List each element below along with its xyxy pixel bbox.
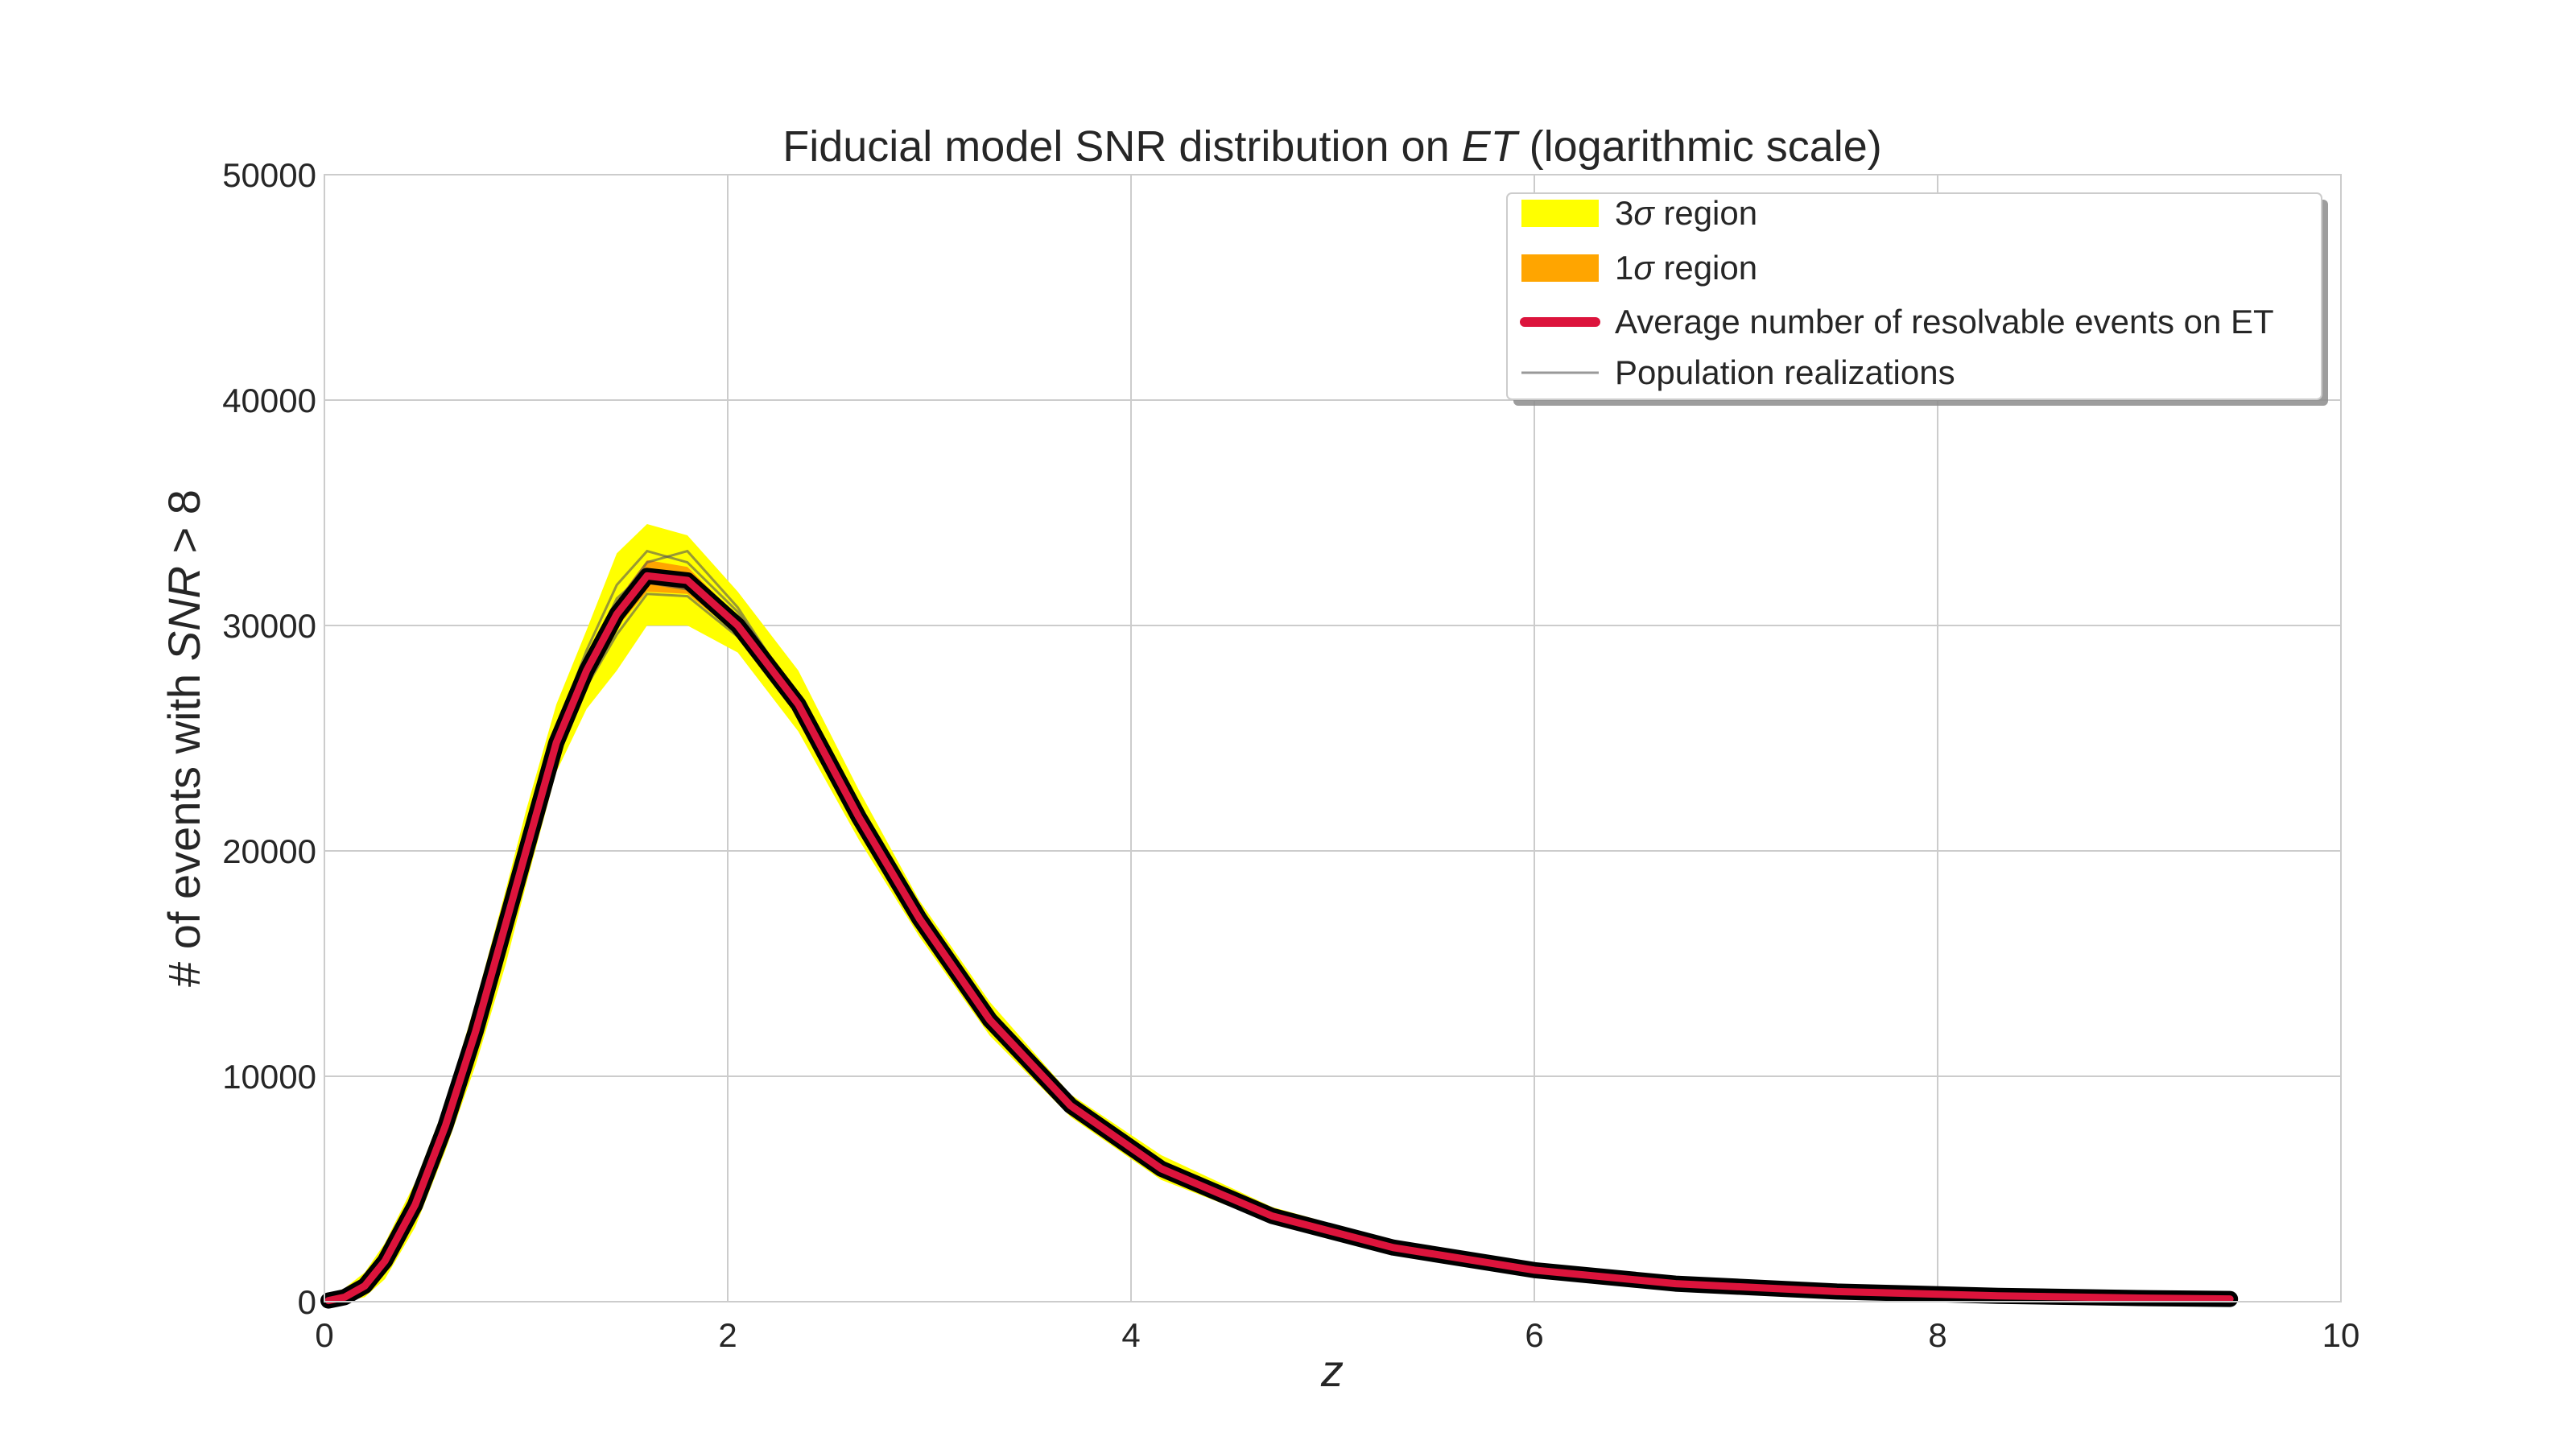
y-tick-label: 20000 — [222, 832, 316, 870]
legend-text: region — [1654, 249, 1757, 287]
x-tick-label: 6 — [1525, 1316, 1543, 1354]
text-part: ET — [1462, 122, 1521, 171]
legend-swatch — [1521, 254, 1599, 282]
plot-frame — [324, 174, 2342, 1302]
x-tick-label: 4 — [1121, 1316, 1140, 1354]
legend-item: Average number of resolvable events on E… — [1520, 303, 2274, 341]
legend-label: Population realizations — [1615, 353, 1955, 391]
legend-item: Population realizations — [1521, 353, 1955, 391]
legend-label: 1σ region — [1615, 249, 1757, 287]
text-part: SNR — [159, 566, 209, 661]
x-axis-label: z — [1320, 1345, 1344, 1396]
legend-math: 3 — [1615, 194, 1633, 232]
legend-item: 3σ region — [1521, 194, 1757, 232]
chart-title: Fiducial model SNR distribution on ET (l… — [782, 122, 1882, 171]
x-axis-ticks: 0 2 4 6 8 10 — [315, 1316, 2359, 1354]
x-tick-label: 10 — [2322, 1316, 2360, 1354]
x-tick-label: 8 — [1928, 1316, 1946, 1354]
mean-curve-line — [324, 572, 2234, 1305]
legend-swatch — [1521, 200, 1599, 227]
legend-text: Population realizations — [1615, 353, 1955, 391]
text-part: (logarithmic scale) — [1517, 122, 1882, 171]
text-part: > 8 — [159, 489, 209, 566]
y-tick-label: 0 — [298, 1283, 316, 1321]
x-tick-label: 0 — [315, 1316, 333, 1354]
legend-label: Average number of resolvable events on E… — [1615, 303, 2274, 341]
legend-text: region — [1654, 194, 1757, 232]
y-axis-ticks: 0 10000 20000 30000 40000 50000 — [222, 156, 316, 1321]
y-tick-label: 30000 — [222, 607, 316, 645]
legend-sigma: σ — [1633, 249, 1655, 287]
y-axis-label: # of events with SNR > 8 — [159, 489, 209, 987]
legend-item: 1σ region — [1521, 249, 1757, 287]
y-tick-label: 10000 — [222, 1058, 316, 1096]
x-tick-label: 2 — [718, 1316, 737, 1354]
y-tick-label: 50000 — [222, 156, 316, 194]
text-part: Fiducial model SNR distribution on — [782, 122, 1461, 171]
y-tick-label: 40000 — [222, 382, 316, 419]
legend-text: Average number of resolvable events on E… — [1615, 303, 2274, 341]
legend-math: 1 — [1615, 249, 1633, 287]
legend-label: 3σ region — [1615, 194, 1757, 232]
text-part: # of events with — [159, 661, 209, 987]
mean-curve — [320, 568, 2239, 1309]
legend-box — [1506, 192, 2322, 400]
legend-sigma: σ — [1633, 194, 1655, 232]
